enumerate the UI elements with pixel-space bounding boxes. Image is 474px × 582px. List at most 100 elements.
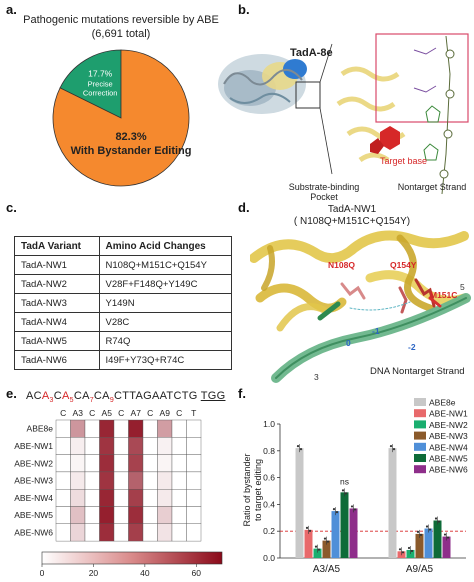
- heatmap-cell: [171, 419, 187, 438]
- heatmap-cell: [99, 488, 115, 507]
- seq-part: CA: [93, 390, 110, 402]
- legend-label: ABE-NW6: [429, 465, 468, 475]
- table-header-row: TadA Variant Amino Acid Changes: [14, 236, 233, 256]
- heatmap-cell: [55, 488, 71, 507]
- heatmap-cell: [99, 437, 115, 455]
- data-point: [410, 549, 414, 553]
- data-point: [434, 517, 438, 520]
- heatmap-cell: [186, 419, 202, 438]
- header-changes: Amino Acid Changes: [98, 236, 233, 256]
- heatmap-cell: [157, 471, 173, 490]
- heatmap-cell: [128, 471, 144, 490]
- heatmap: C A3 C A5 C A7 C A9 C T ABE8eABE-NW1ABE-NW2ABE-NW…: [14, 408, 223, 578]
- panel-d-title: TadA-NW1: [327, 204, 377, 215]
- heatmap-cell: [55, 523, 71, 542]
- panel-f-label: f.: [238, 386, 246, 401]
- heatmap-cell: [70, 506, 86, 524]
- heatmap-cell: [84, 471, 100, 490]
- seq-a5: A: [61, 390, 70, 402]
- variant-changes: V28C: [98, 312, 233, 332]
- residue-m151c: M151C: [430, 290, 457, 300]
- legend-label: ABE-NW2: [429, 420, 468, 430]
- data-point: [314, 545, 318, 548]
- seq-a3-index: 3: [49, 397, 54, 405]
- heatmap-cell: [171, 523, 187, 542]
- legend-swatch: [414, 409, 426, 418]
- heatmap-cell: [113, 523, 129, 542]
- pocket-label-2: Pocket: [310, 192, 338, 200]
- pie-slice-precise: [59, 49, 122, 119]
- variant-changes: N108Q+M151C+Q154Y: [98, 255, 233, 275]
- bar: [415, 533, 424, 558]
- panel-c-label: c.: [6, 200, 17, 215]
- heatmap-cell: [186, 523, 202, 542]
- heatmap-cell: [99, 419, 115, 438]
- seq-a3: A: [41, 390, 50, 402]
- table-row: TadA-NW1 N108Q+M151C+Q154Y: [14, 255, 233, 275]
- heatmap-cell: [55, 506, 71, 524]
- heatmap-cell: [113, 488, 129, 507]
- data-point: [419, 533, 423, 536]
- y-tick-label: 0.0: [263, 553, 275, 563]
- seq-a7-index: 7: [89, 397, 94, 405]
- heatmap-cell: [99, 523, 115, 542]
- pie-chart: With Bystander Editing 82.3% 17.7% Preci…: [52, 49, 192, 187]
- bar: [406, 549, 415, 558]
- seq-part: CA: [73, 390, 90, 402]
- bar: [304, 529, 313, 558]
- data-point: [389, 445, 393, 448]
- dna-highlight-box: [375, 33, 469, 123]
- heatmap-cell: [84, 419, 100, 438]
- heatmap-column-label: C: [60, 408, 66, 418]
- y-tick-label: 0.8: [263, 446, 275, 456]
- data-point: [299, 448, 303, 451]
- data-point: [398, 548, 402, 551]
- heatmap-cell: [84, 523, 100, 542]
- helix-zoom-icon: [336, 66, 406, 163]
- y-tick-label: 0.6: [263, 473, 275, 483]
- header-variant: TadA Variant: [14, 236, 100, 256]
- panel-a-title: Pathogenic mutations reversible by ABE: [23, 14, 219, 26]
- structure-illustration-b: TadA-8e Target base Substrate-binding Po…: [218, 33, 469, 200]
- dna-strand-icon: [413, 35, 455, 195]
- heatmap-cell: [70, 454, 86, 473]
- heatmap-cell: [70, 419, 86, 438]
- bar: [331, 511, 340, 558]
- ns-annotation: ns: [340, 476, 349, 486]
- bar: [340, 492, 349, 558]
- data-point: [416, 530, 420, 533]
- strand-end-3: 3: [314, 372, 319, 382]
- data-point: [392, 448, 396, 451]
- data-point: [308, 529, 312, 532]
- heatmap-cell: [84, 488, 100, 507]
- residue-q154y: Q154Y: [390, 260, 417, 270]
- legend-swatch: [414, 420, 426, 429]
- heatmap-cell: [171, 488, 187, 507]
- heatmap-cell: [128, 419, 144, 438]
- target-base-icon: [370, 126, 400, 154]
- variant-name: TadA-NW3: [14, 293, 100, 313]
- heatmap-row-label: ABE-NW1: [14, 441, 53, 451]
- slice-label-precise-1: Precise: [88, 80, 113, 89]
- variant-table: TadA Variant Amino Acid Changes TadA-NW1…: [14, 236, 233, 370]
- heatmap-cell: [186, 488, 202, 507]
- zoom-box: [295, 81, 321, 109]
- heatmap-cell: [142, 523, 158, 542]
- heatmap-cell: [113, 506, 129, 524]
- data-point: [335, 511, 339, 514]
- slice-pct-precise: 17.7%: [88, 69, 113, 79]
- legend-swatch: [414, 465, 426, 474]
- panel-b-label: b.: [238, 2, 250, 17]
- legend-swatch: [414, 442, 426, 451]
- data-point: [350, 505, 354, 508]
- position-0: 0: [346, 338, 351, 348]
- variant-changes: I49F+Y73Q+R74C: [98, 350, 233, 370]
- variant-name: TadA-NW6: [14, 350, 100, 370]
- heatmap-cell: [99, 454, 115, 473]
- seq-a9-index: 9: [109, 397, 115, 405]
- slice-pct-bystander: 82.3%: [115, 131, 146, 143]
- residue-n108q: N108Q: [328, 260, 355, 270]
- seq-a5-index: 5: [69, 397, 74, 405]
- bar: [313, 548, 322, 558]
- panel-d-subtitle: ( N108Q+M151C+Q154Y): [293, 216, 411, 227]
